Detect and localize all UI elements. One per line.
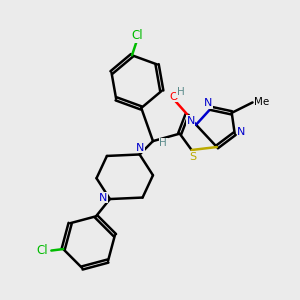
Text: Cl: Cl — [36, 244, 48, 257]
Text: S: S — [190, 152, 197, 161]
Text: Me: Me — [254, 97, 269, 107]
Text: H: H — [177, 87, 184, 97]
Text: N: N — [99, 193, 107, 202]
Text: N: N — [187, 116, 195, 126]
Text: N: N — [204, 98, 212, 108]
Text: H: H — [160, 139, 167, 148]
Text: O: O — [169, 92, 178, 101]
Text: N: N — [237, 127, 245, 137]
Text: N: N — [136, 143, 145, 153]
Text: Cl: Cl — [131, 29, 143, 43]
